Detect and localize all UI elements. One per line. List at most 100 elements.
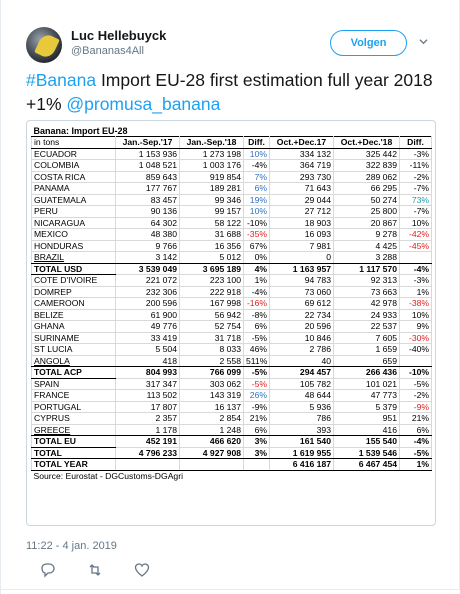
- table-row: DOMREP 232 306 222 918 -4% 73 060 73 663 1%: [31, 285, 433, 298]
- table-row: TOTAL USD 3 539 049 3 695 189 4% 1 163 957 1 …: [31, 262, 433, 275]
- table-row: TOTAL YEAR 6 416 187 6 467 454 1%: [31, 458, 433, 471]
- value-cell: 3 695 189: [179, 262, 244, 275]
- diff-cell: -5%: [243, 331, 270, 344]
- table-title: Banana: Import EU-28: [33, 125, 128, 136]
- value-cell: 7 605: [333, 331, 400, 344]
- chevron-down-icon[interactable]: [419, 37, 428, 46]
- value-cell: 4 425: [333, 239, 400, 252]
- row-label: COLOMBIA: [31, 159, 116, 172]
- table-row: CYPRUS 2 357 2 854 21% 786 951 21%: [31, 412, 433, 425]
- value-cell: 1 117 570: [333, 262, 400, 275]
- table-row: TOTAL ACP 804 993 766 099 -5% 294 457 266 436…: [31, 366, 433, 379]
- value-cell: 3 539 049: [115, 262, 180, 275]
- table-row: COTE D'IVOIRE 221 072 223 100 1% 94 783 92 31…: [31, 274, 433, 287]
- value-cell: 17 807: [115, 400, 180, 413]
- diff-cell: -7%: [398, 182, 433, 195]
- value-cell: 221 072: [115, 274, 180, 287]
- value-cell: 222 918: [179, 285, 244, 298]
- value-cell: 5 379: [333, 400, 400, 413]
- follow-button[interactable]: Volgen: [330, 30, 407, 56]
- diff-cell: -2%: [398, 389, 433, 402]
- value-cell: 31 718: [179, 331, 244, 344]
- value-cell: 27 712: [269, 205, 334, 218]
- value-cell: 22 537: [333, 320, 400, 333]
- value-cell: 33 419: [115, 331, 180, 344]
- value-cell: [179, 458, 244, 471]
- diff-cell: 1%: [243, 274, 270, 287]
- hashtag-link[interactable]: #Banana: [26, 70, 97, 90]
- row-label: TOTAL ACP: [31, 366, 116, 379]
- row-label: BELIZE: [31, 308, 116, 321]
- column-header: Diff.: [243, 136, 270, 149]
- row-label: TOTAL EU: [31, 435, 116, 448]
- value-cell: 92 313: [333, 274, 400, 287]
- row-label: ECUADOR: [31, 147, 116, 160]
- diff-cell: 9%: [398, 320, 433, 333]
- row-label: PANAMA: [31, 182, 116, 195]
- diff-cell: [398, 354, 433, 367]
- value-cell: 364 719: [269, 159, 334, 172]
- value-cell: 10 846: [269, 331, 334, 344]
- value-cell: 6 416 187: [269, 458, 334, 471]
- table-row: PANAMA 177 767 189 281 6% 71 643 66 295 -7%: [31, 182, 433, 195]
- author-handle[interactable]: @Bananas4All: [71, 45, 144, 57]
- value-cell: 951: [333, 412, 400, 425]
- value-cell: 266 436: [333, 366, 400, 379]
- value-cell: 659: [333, 354, 400, 367]
- value-cell: 1 659: [333, 343, 400, 356]
- row-label: TOTAL USD: [31, 262, 116, 275]
- value-cell: 294 457: [269, 366, 334, 379]
- diff-cell: -5%: [398, 446, 433, 459]
- spreadsheet: Banana: Import EU-28 in tons Jan.-Sep.'17 J…: [31, 125, 433, 482]
- diff-cell: -30%: [398, 331, 433, 344]
- diff-cell: -5%: [243, 366, 270, 379]
- table-row: CAMEROON 200 596 167 998 -16% 69 612 42 978 -3…: [31, 297, 433, 310]
- row-label: SPAIN: [31, 377, 116, 390]
- tweet-image[interactable]: Banana: Import EU-28 in tons Jan.-Sep.'17 J…: [26, 120, 436, 526]
- value-cell: 1 163 957: [269, 262, 334, 275]
- diff-cell: 46%: [243, 343, 270, 356]
- value-cell: 101 021: [333, 377, 400, 390]
- value-cell: 786: [269, 412, 334, 425]
- diff-cell: [398, 251, 433, 264]
- row-label: COSTA RICA: [31, 170, 116, 183]
- value-cell: 2 786: [269, 343, 334, 356]
- diff-cell: 21%: [398, 412, 433, 425]
- diff-cell: -5%: [243, 377, 270, 390]
- mention-link[interactable]: @promusa_banana: [66, 94, 221, 114]
- value-cell: 9 278: [333, 228, 400, 241]
- diff-cell: 3%: [243, 446, 270, 459]
- value-cell: 177 767: [115, 182, 180, 195]
- diff-cell: [243, 458, 270, 471]
- diff-cell: 26%: [243, 389, 270, 402]
- table-row: NICARAGUA 64 302 58 122 -10% 18 903 20 867 10%: [31, 216, 433, 229]
- value-cell: 16 093: [269, 228, 334, 241]
- diff-cell: 6%: [243, 423, 270, 436]
- table-row: SPAIN 317 347 303 062 -5% 105 782 101 021 -5%: [31, 377, 433, 390]
- table-row: TOTAL 4 796 233 4 927 908 3% 1 619 955 1 539 …: [31, 446, 433, 459]
- row-label: BRAZIL: [31, 251, 116, 264]
- value-cell: 919 854: [179, 170, 244, 183]
- value-cell: 161 540: [269, 435, 334, 448]
- table-row: COSTA RICA 859 643 919 854 7% 293 730 289 062…: [31, 170, 433, 183]
- heart-icon[interactable]: [134, 562, 150, 578]
- avatar[interactable]: [26, 27, 62, 63]
- retweet-icon[interactable]: [87, 562, 103, 578]
- diff-cell: 6%: [398, 423, 433, 436]
- value-cell: 804 993: [115, 366, 180, 379]
- value-cell: 3 288: [333, 251, 400, 264]
- value-cell: 99 346: [179, 193, 244, 206]
- diff-cell: 10%: [398, 216, 433, 229]
- value-cell: 47 773: [333, 389, 400, 402]
- row-label: SURINAME: [31, 331, 116, 344]
- value-cell: 1 048 521: [115, 159, 180, 172]
- author-name[interactable]: Luc Hellebuyck: [71, 28, 167, 43]
- value-cell: 0: [269, 251, 334, 264]
- row-label: PORTUGAL: [31, 400, 116, 413]
- reply-icon[interactable]: [40, 562, 56, 578]
- value-cell: 1 539 546: [333, 446, 400, 459]
- value-cell: 48 380: [115, 228, 180, 241]
- tweet-timestamp[interactable]: 11:22 - 4 jan. 2019: [26, 540, 117, 552]
- value-cell: 16 137: [179, 400, 244, 413]
- diff-cell: -4%: [398, 435, 433, 448]
